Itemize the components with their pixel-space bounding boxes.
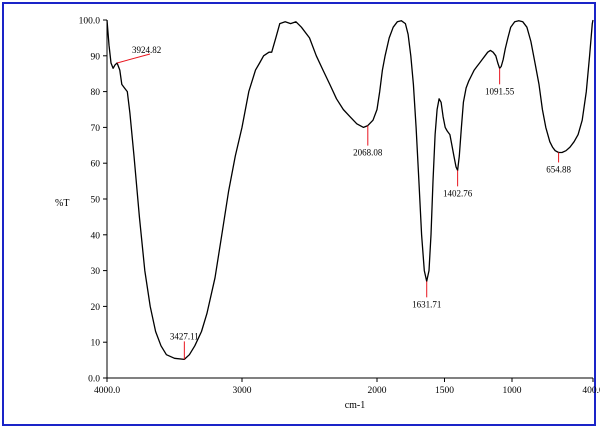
y-tick-label: 50: [91, 196, 101, 206]
y-tick-label: 80: [91, 88, 101, 98]
y-tick-label: 20: [91, 303, 101, 313]
y-tick-label: 100.0: [79, 17, 101, 27]
x-axis-label: cm-1: [345, 400, 366, 411]
x-tick-label: 2000: [368, 386, 387, 396]
y-tick-label: 10: [91, 339, 101, 349]
peak-label: 2068.08: [353, 148, 383, 158]
x-tick-label: 3000: [233, 386, 252, 396]
peak-label: 3427.11: [170, 331, 199, 341]
peak-marker: [117, 53, 151, 64]
y-tick-label: 70: [91, 124, 101, 134]
chart-frame: [2, 2, 596, 426]
y-axis-label: %T: [55, 198, 69, 209]
x-tick-label: 4000.0: [94, 386, 120, 396]
spectrum-line: [106, 19, 594, 361]
peak-label: 3924.82: [132, 45, 161, 55]
axes: [106, 20, 593, 379]
y-tick-label: 30: [91, 267, 101, 277]
x-tick-label: 1000: [503, 386, 522, 396]
peak-label: 654.88: [546, 164, 571, 174]
y-tick-label: 90: [91, 52, 101, 62]
y-tick-label: 0.0: [88, 375, 100, 385]
y-tick-label: 60: [91, 160, 101, 170]
x-tick-label: 1500: [435, 386, 454, 396]
peak-label: 1091.55: [485, 86, 515, 96]
series-layer: [106, 19, 594, 361]
peak-label: 1631.71: [412, 299, 441, 309]
y-tick-label: 40: [91, 231, 101, 241]
x-tick-label: 400.0: [582, 386, 600, 396]
peaks-layer: 3924.82 3427.11 2068.08 1631.71 1402.76 1091.…: [117, 45, 571, 360]
peak-label: 1402.76: [443, 188, 473, 198]
ticks: 0.0 10 20 30 40 50 60 70 80 90 100.0 4000.0 3000 2000…: [79, 17, 600, 397]
